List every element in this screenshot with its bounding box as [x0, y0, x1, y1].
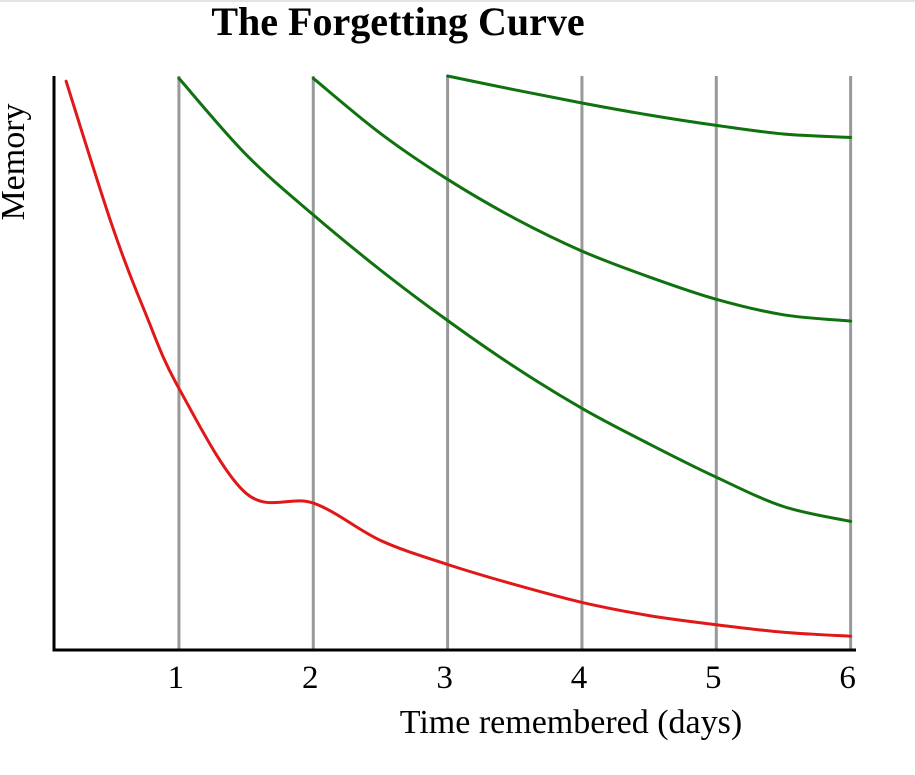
top-border [0, 0, 915, 2]
x-axis-label: Time remembered (days) [400, 704, 742, 741]
forgetting-curve-line [64, 79, 853, 638]
y-axis-label: Memory [0, 103, 32, 220]
x-tick-labels: 1 2 3 4 5 6 [168, 660, 856, 696]
x-tick-label-4: 4 [571, 660, 588, 696]
x-tick-label-1: 1 [168, 660, 185, 696]
grid-lines [177, 76, 853, 650]
curves [64, 74, 853, 638]
review-curve-line-3 [446, 74, 853, 139]
chart-title: The Forgetting Curve [211, 0, 584, 44]
x-tick-label-2: 2 [302, 660, 319, 696]
x-tick-label-3: 3 [436, 660, 453, 696]
review-curve-line-2 [311, 76, 853, 323]
axes [52, 76, 856, 652]
review-curve-line-1 [177, 76, 853, 523]
x-tick-label-6: 6 [839, 660, 856, 696]
x-tick-label-5: 5 [705, 660, 722, 696]
